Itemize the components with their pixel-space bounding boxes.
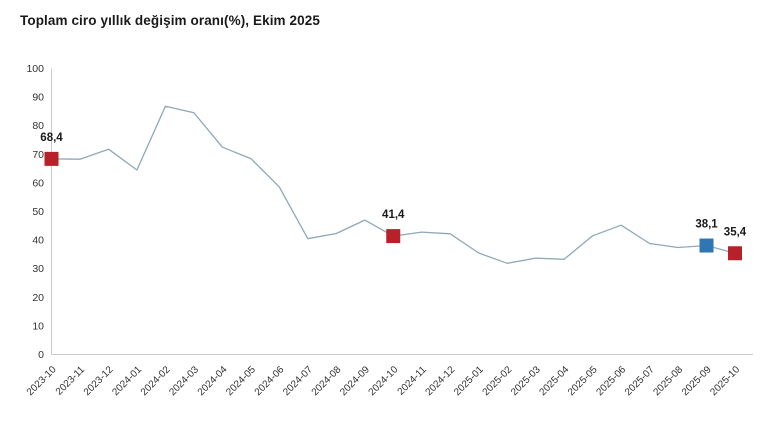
y-axis-tick-label: 100 [26,63,44,75]
highlight-marker [386,229,401,244]
x-axis-tick-label: 2025-05 [566,364,600,398]
x-axis-tick-label: 2024-01 [110,364,144,398]
x-axis-tick-label: 2025-07 [623,364,657,398]
data-label: 35,4 [724,226,747,238]
x-axis-tick-label: 2025-02 [481,364,515,398]
x-axis-tick-label: 2024-04 [196,364,230,398]
y-axis-tick-label: 40 [32,235,44,247]
x-axis-tick-label: 2023-10 [25,364,59,398]
x-axis-tick-label: 2024-07 [281,364,315,398]
x-axis-tick-label: 2024-12 [424,364,458,398]
y-axis-tick-label: 10 [32,320,44,332]
x-axis-tick-label: 2024-03 [167,364,201,398]
x-axis-tick-label: 2024-02 [139,364,173,398]
data-label: 38,1 [695,219,718,231]
x-axis-tick-label: 2025-10 [708,364,742,398]
x-axis-tick-label: 2023-12 [82,364,116,398]
y-axis-tick-label: 90 [32,92,44,104]
x-axis-tick-label: 2024-11 [396,364,430,398]
highlight-marker [699,238,714,253]
x-axis-tick-label: 2025-06 [594,364,628,398]
x-axis-tick-label: 2024-09 [338,364,372,398]
x-axis-tick-label: 2024-08 [310,364,344,398]
data-label: 68,4 [40,132,63,144]
x-axis-tick-label: 2025-09 [680,364,714,398]
y-axis-tick-label: 30 [32,263,44,275]
y-axis-tick-label: 0 [38,349,44,361]
x-axis-tick-label: 2024-06 [253,364,287,398]
y-axis-tick-label: 80 [32,120,44,132]
chart-title: Toplam ciro yıllık değişim oranı(%), Eki… [20,13,320,28]
y-axis-tick-label: 60 [32,177,44,189]
y-axis-tick-label: 70 [32,149,44,161]
highlight-marker [728,246,742,261]
x-axis-tick-label: 2024-05 [224,364,258,398]
highlight-marker [44,151,59,166]
x-axis-tick-label: 2025-03 [509,364,543,398]
x-axis-tick-label: 2025-01 [452,364,486,398]
x-axis-tick-label: 2025-08 [651,364,685,398]
y-axis-tick-label: 50 [32,206,44,218]
x-axis-tick-label: 2025-04 [538,364,572,398]
y-axis-tick-label: 20 [32,292,44,304]
x-axis-tick-label: 2024-10 [367,364,401,398]
data-label: 41,4 [382,209,405,221]
x-axis-tick-label: 2023-11 [54,364,88,398]
